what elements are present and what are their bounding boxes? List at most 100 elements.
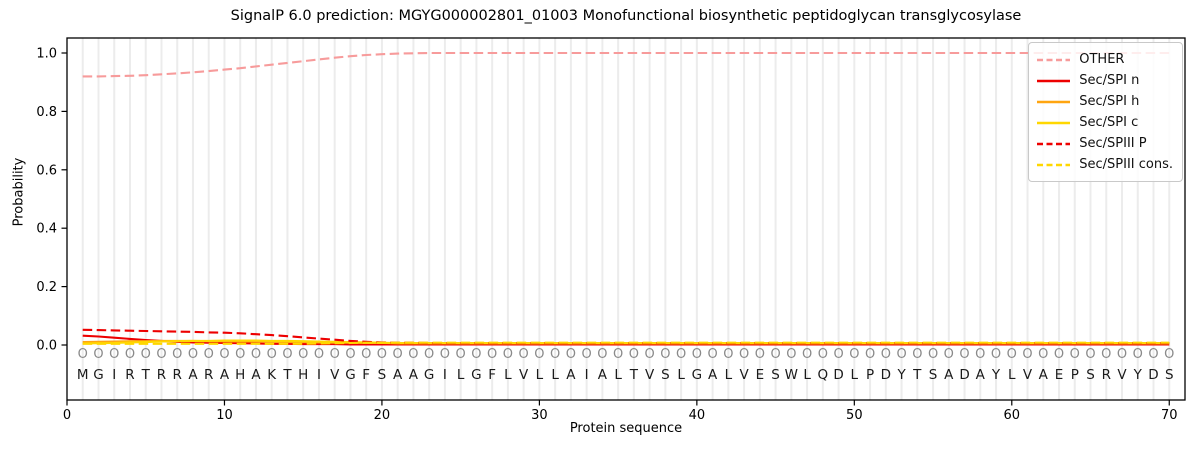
predicted-label-letter: O [1085,347,1095,362]
sequence-letter: A [393,367,403,383]
sequence-letter: E [756,367,765,383]
sequence-letter: G [345,367,355,383]
predicted-label-letter: O [188,347,198,362]
predicted-label-letter: O [707,347,717,362]
predicted-label-letter: O [912,347,922,362]
predicted-label-letter: O [786,347,796,362]
sequence-letter: L [536,367,544,383]
y-tick-label: 0.8 [36,105,57,120]
sequence-letter: G [471,367,481,383]
sequence-letter: A [251,367,261,383]
predicted-label-letter: O [172,347,182,362]
predicted-label-letter: O [204,347,214,362]
sequence-letter: V [1117,367,1127,383]
predicted-label-letter: O [597,347,607,362]
predicted-label-letter: O [676,347,686,362]
predicted-label-letter: O [125,347,135,362]
predicted-label-letter: O [345,347,355,362]
predicted-label-letter: O [944,347,954,362]
predicted-label-letter: O [1007,347,1017,362]
predicted-label-letter: O [849,347,859,362]
x-tick-label: 20 [374,408,391,423]
sequence-letter: P [866,367,874,383]
sequence-letter: A [409,367,419,383]
predicted-label-letter: O [109,347,119,362]
predicted-label-letter: O [408,347,418,362]
predicted-label-letter: O [645,347,655,362]
sequence-letter: Q [818,367,829,383]
predicted-label-letter: O [471,347,481,362]
legend-line-sample [1037,142,1071,145]
predicted-label-letter: O [534,347,544,362]
predicted-label-letter: O [896,347,906,362]
sequence-letter: A [708,367,718,383]
predicted-label-letter: O [865,347,875,362]
sequence-letter: E [1055,367,1064,383]
sequence-letter: L [725,367,733,383]
predicted-label-letter: O [1070,347,1080,362]
predicted-label-letter: O [739,347,749,362]
y-tick-label: 0.0 [36,339,57,354]
predicted-label-letter: O [1054,347,1064,362]
predicted-label-letter: O [566,347,576,362]
series-other [82,51,1170,78]
predicted-label-letter: O [1148,347,1158,362]
sequence-letter: R [157,367,166,383]
sequence-letter: M [77,367,89,383]
sequence-letter: T [282,367,292,383]
sequence-letter: D [833,367,843,383]
predicted-label-letter: O [802,347,812,362]
predicted-label-letter: O [219,347,229,362]
predicted-label-letter: O [156,347,166,362]
predicted-label-letter: O [298,347,308,362]
predicted-label-letter: O [456,347,466,362]
sequence-letter: S [1086,367,1095,383]
sequence-letter: L [614,367,622,383]
legend-item-sec-spi-c: Sec/SPI c [1037,112,1173,133]
sequence-letter: D [959,367,969,383]
sequence-letter: R [173,367,182,383]
predicted-label-letter: O [1101,347,1111,362]
predicted-label-letter: O [235,347,245,362]
legend-label: Sec/SPI c [1079,115,1139,130]
predicted-label-letter: O [723,347,733,362]
sequence-letter: Y [991,367,1001,383]
sequence-letter: T [912,367,922,383]
sequence-letter: Y [1133,367,1143,383]
sequence-letter: L [677,367,685,383]
predicted-label-letter: O [582,347,592,362]
x-tick-label: 40 [689,408,706,423]
sequence-letter: S [378,367,387,383]
predicted-label-letter: O [660,347,670,362]
sequence-letter: I [317,367,321,383]
y-tick-label: 0.6 [36,163,57,178]
sequence-letter: V [1023,367,1033,383]
predicted-label-letter: O [251,347,261,362]
legend-label: Sec/SPIII P [1079,136,1147,151]
x-tick-label: 30 [531,408,548,423]
predicted-label-letter: O [991,347,1001,362]
sequence-letter: F [488,367,496,383]
sequence-letter: A [188,367,198,383]
y-axis-label: Probability [11,157,27,227]
predicted-label-letter: O [503,347,513,362]
sequence-letter: A [598,367,608,383]
predicted-label-letter: O [550,347,560,362]
predicted-label-letter: O [330,347,340,362]
sequence-letter: D [1148,367,1158,383]
x-tick-label: 70 [1161,408,1178,423]
x-tick-label: 0 [63,408,71,423]
predicted-label-letter: O [959,347,969,362]
series-sec-spiii-cons- [82,341,1170,345]
legend-label: Sec/SPI n [1079,73,1140,88]
sequence-letter: P [1071,367,1079,383]
predicted-label-letter: O [1022,347,1032,362]
predicted-label-letter: O [629,347,639,362]
sequence-letter: V [519,367,529,383]
predicted-label-letter: O [833,347,843,362]
sequence-letter: S [1165,367,1174,383]
predicted-label-letter: O [424,347,434,362]
y-tick-label: 0.2 [36,280,57,295]
